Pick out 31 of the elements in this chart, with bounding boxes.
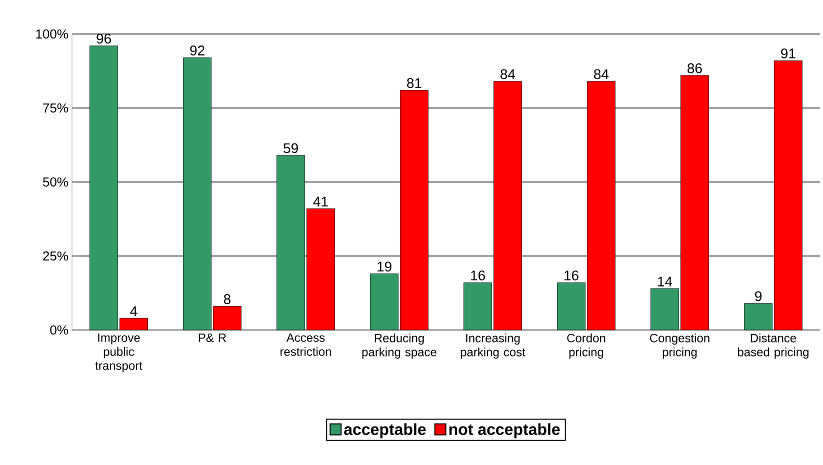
x-tick-label: Improve public transport <box>95 334 142 372</box>
data-label: 91 <box>781 48 796 58</box>
data-label: 16 <box>564 270 578 280</box>
data-label: 8 <box>224 294 231 304</box>
data-label: 86 <box>688 63 702 74</box>
data-label: 81 <box>407 78 422 88</box>
data-label: 16 <box>471 270 485 280</box>
x-tick-label: Distance based pricing <box>738 334 808 359</box>
y-tick-label: 50% <box>42 177 68 187</box>
data-label: 84 <box>500 69 516 80</box>
legend-label: acceptable <box>344 423 426 438</box>
data-label: 96 <box>96 34 111 44</box>
data-label: 4 <box>130 306 138 316</box>
data-label: 19 <box>378 262 392 272</box>
x-tick-label: Access restriction <box>280 334 331 356</box>
data-label: 41 <box>313 196 328 206</box>
x-tick-label: Cordon pricing <box>567 334 606 359</box>
y-tick-label: 25% <box>43 251 68 261</box>
data-label: 14 <box>658 276 672 286</box>
x-tick-label: Congestion pricing <box>650 334 710 359</box>
y-tick-label: 0% <box>50 325 68 335</box>
data-label: 84 <box>594 69 609 80</box>
data-label: 92 <box>190 46 204 56</box>
y-tick-label: 100% <box>36 29 68 39</box>
data-label: 59 <box>284 143 298 154</box>
y-tick-label: 75% <box>43 103 68 113</box>
x-tick-label: P& R <box>198 334 226 342</box>
x-tick-label: Increasing parking cost <box>460 334 526 359</box>
legend-label: not acceptable <box>449 423 560 438</box>
x-tick-label: Reducing parking space <box>362 334 436 359</box>
data-label: 9 <box>755 291 762 302</box>
